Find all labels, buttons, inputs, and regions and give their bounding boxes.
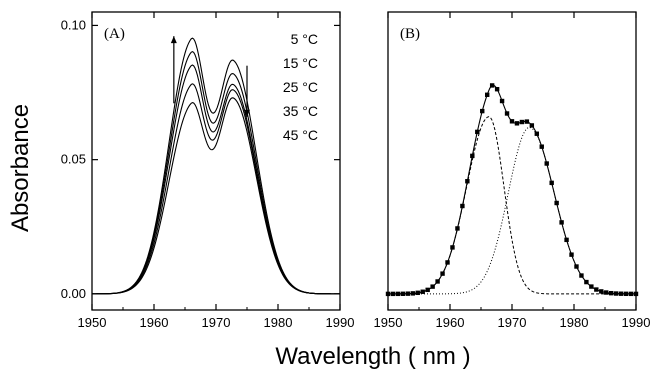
x-tick-label: 1960 (436, 315, 465, 330)
x-tick-label: 1960 (140, 315, 169, 330)
measured-point (475, 129, 480, 135)
measured-point (400, 291, 406, 296)
legend-entry: 45 °C (283, 127, 318, 143)
panel-a-label: (A) (104, 26, 125, 42)
measured-point (480, 108, 485, 114)
measured-point (395, 291, 401, 297)
measured-point (465, 179, 470, 184)
measured-point (415, 290, 420, 296)
measured-point (584, 279, 589, 285)
measured-point (385, 291, 391, 297)
y-axis-title: Absorbance (7, 104, 34, 232)
measured-point (519, 119, 525, 125)
measured-point (460, 203, 465, 209)
measured-point (470, 153, 475, 159)
legend-entry: 15 °C (283, 55, 318, 71)
measured-point (569, 252, 574, 257)
measured-point (390, 291, 396, 297)
series-line-1 (92, 37, 340, 295)
x-tick-label: 1950 (78, 315, 107, 330)
measured-point (405, 291, 411, 296)
measured-point (455, 226, 460, 231)
x-tick-label: 1980 (264, 315, 293, 330)
panel-b-frame (387, 11, 637, 311)
arrow-head-down (244, 109, 250, 117)
measured-point (539, 144, 544, 149)
x-tick-label: 1980 (560, 315, 589, 330)
measured-point (589, 284, 594, 289)
component-2-dotted-line (388, 126, 637, 295)
measured-point (514, 121, 520, 126)
x-tick-label: 1990 (622, 315, 651, 330)
measured-point (633, 291, 639, 297)
x-tick-label: 1970 (202, 315, 231, 330)
measured-point (435, 279, 440, 284)
measured-point (554, 200, 559, 206)
measured-point (420, 289, 425, 294)
measured-point (485, 92, 490, 97)
measured-point (489, 83, 495, 88)
measured-point (529, 123, 535, 128)
measured-point (524, 119, 530, 124)
x-tick-label: 1950 (374, 315, 403, 330)
series-line-5 (92, 97, 340, 295)
measured-point (450, 245, 455, 250)
measured-point (613, 291, 619, 296)
measured-point (499, 98, 505, 104)
fit-line (387, 84, 637, 295)
measured-point (440, 271, 445, 276)
measured-point (494, 86, 500, 92)
measured-point (504, 111, 510, 116)
measured-point (628, 291, 634, 297)
measured-point (564, 237, 569, 243)
arrow-head-up (170, 36, 177, 44)
measured-point (559, 220, 564, 225)
y-tick-label: 0.05 (61, 152, 86, 167)
measured-point (604, 290, 609, 295)
measured-point (544, 161, 549, 166)
measured-point (549, 180, 554, 186)
panel-b: 1950 1960 1970 1980 1990 (B) (374, 11, 651, 330)
measured-point (599, 289, 604, 294)
measured-point (509, 119, 515, 124)
measured-point (534, 131, 539, 136)
measured-point (445, 260, 450, 265)
panel-a: 1950 1960 1970 1980 1990 0.00 0.05 0.10 (A) 5 °… (61, 11, 355, 330)
measured-point (410, 291, 415, 296)
component-1-dashed-line (387, 116, 636, 295)
series-line-3 (92, 64, 340, 295)
measured-point (430, 284, 435, 289)
y-tick-label: 0.10 (61, 17, 86, 32)
measured-point (574, 264, 579, 269)
measured-point (609, 290, 614, 296)
measured-point (623, 291, 629, 297)
legend-entry: 5 °C (291, 31, 318, 47)
x-tick-label: 1970 (498, 315, 527, 330)
measured-point (425, 287, 430, 293)
legend-entry: 35 °C (283, 103, 318, 119)
measured-point (618, 291, 624, 296)
panel-b-label: (B) (400, 26, 420, 42)
x-axis-title: Wavelength ( nm ) (275, 343, 470, 370)
measured-point (579, 273, 584, 278)
measured-point (594, 287, 599, 292)
y-tick-label: 0.00 (61, 286, 86, 301)
legend-entry: 25 °C (283, 79, 318, 95)
x-tick-label: 1990 (326, 315, 355, 330)
